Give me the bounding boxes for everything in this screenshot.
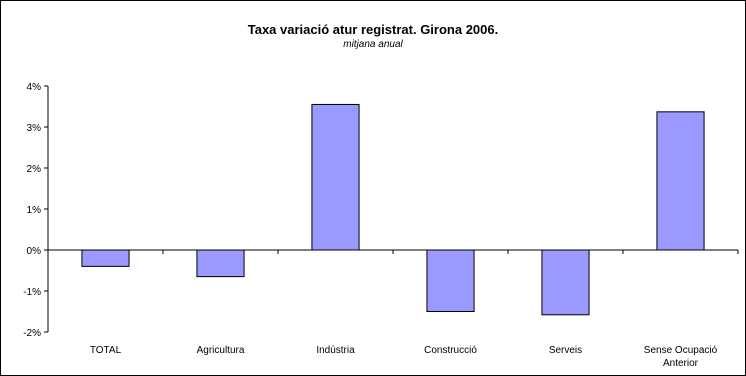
x-category-label: Sense Ocupació	[644, 345, 718, 356]
y-tick-label: 3%	[27, 123, 42, 134]
y-tick-label: -1%	[23, 287, 41, 298]
x-category-label: Agricultura	[197, 345, 245, 356]
bar-ind-stria	[311, 103, 360, 251]
x-category-label: Anterior	[663, 358, 699, 369]
bar-construcci-	[426, 249, 475, 312]
bar-agricultura	[196, 249, 245, 278]
x-category-label: Serveis	[549, 345, 582, 356]
y-tick-label: -2%	[23, 328, 41, 339]
bar-sense-ocupaci-anterior	[656, 111, 705, 251]
x-category-label: Indústria	[316, 345, 355, 356]
x-category-label: TOTAL	[90, 345, 122, 356]
bar-serveis	[541, 249, 590, 316]
y-tick-label: 0%	[27, 246, 42, 257]
x-category-label: Construcció	[424, 345, 477, 356]
y-tick-label: 1%	[27, 205, 42, 216]
bar-total	[81, 249, 130, 267]
chart-subtitle: mitjana anual	[343, 39, 403, 50]
y-tick-label: 4%	[27, 82, 42, 93]
chart-title: Taxa variació atur registrat. Girona 200…	[247, 22, 499, 37]
y-tick-label: 2%	[27, 164, 42, 175]
